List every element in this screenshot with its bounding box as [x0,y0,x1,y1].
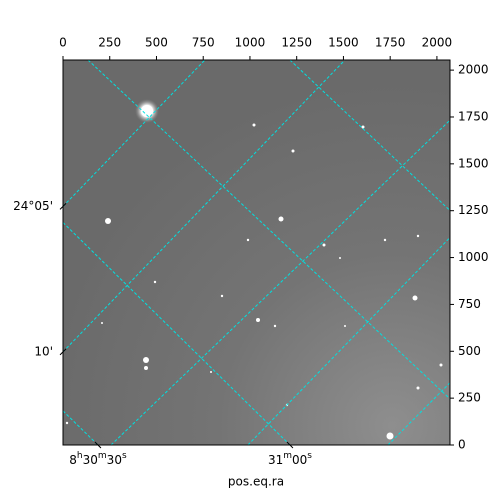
grid-line [289,59,451,211]
dec-tick [59,348,67,356]
x-axis-label: pos.eq.ra [228,475,284,489]
grid-line [110,119,451,446]
grid-line [247,237,451,446]
ra-tick [94,441,102,449]
y-tick-label: 0 [458,438,466,452]
y-tick-label: 1500 [458,156,489,170]
x-tick-label: 2000 [422,36,453,50]
frame [62,59,451,446]
x-tick-label: 1500 [328,36,359,50]
x-tick-label: 750 [192,36,215,50]
x-tick-label: 500 [145,36,168,50]
y-tick-label: 250 [458,391,481,405]
y-tick-label: 1750 [458,109,489,123]
ra-tick-label: 8h30m30s [69,451,127,467]
x-tick-label: 1000 [235,36,266,50]
wcs-grid [62,59,451,446]
ra-tick-label: 31m00s [268,451,312,467]
dec-tick-label: 24°05' [13,199,53,213]
y-tick-label: 1000 [458,250,489,264]
grid-line [62,222,291,446]
grid-line [62,410,99,446]
y-tick-label: 1250 [458,203,489,217]
grid-line [62,59,346,353]
stars [65,99,443,440]
x-tick-label: 1750 [375,36,406,50]
grid-line [87,59,451,400]
y-tick-label: 750 [458,297,481,311]
image [63,60,450,445]
y-tick-label: 2000 [458,63,489,77]
grid-line [62,59,206,207]
x-tick-label: 1250 [281,36,312,50]
x-tick-label: 0 [59,36,67,50]
y-tick-label: 500 [458,344,481,358]
dec-tick [59,203,67,210]
ra-tick [286,441,294,449]
dec-tick-label: 10' [34,344,53,358]
x-tick-label: 250 [98,36,121,50]
